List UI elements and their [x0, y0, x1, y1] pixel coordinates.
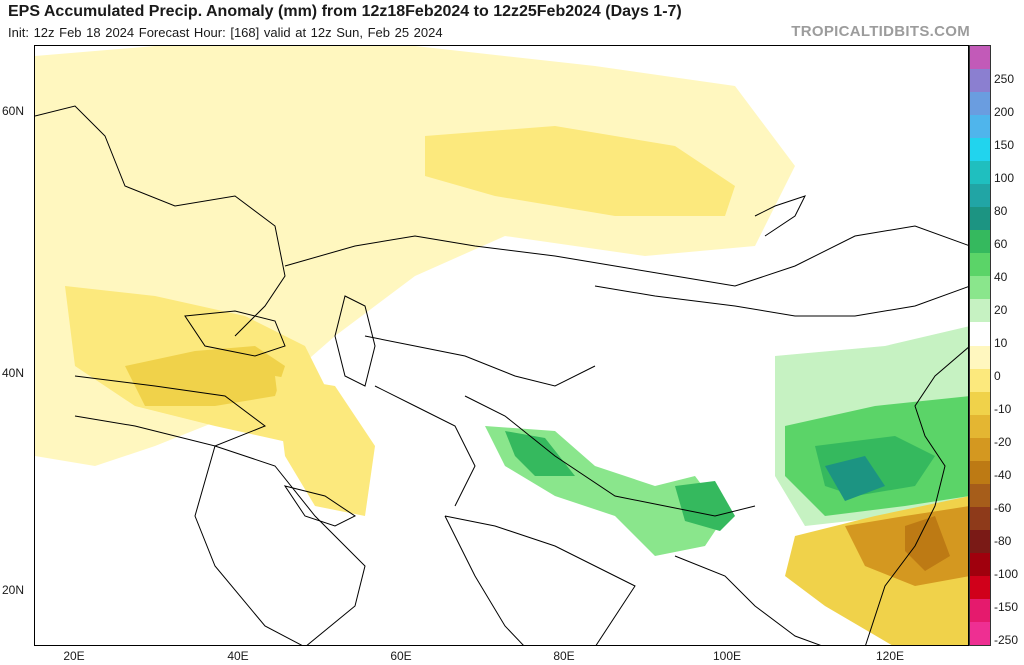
colorbar-segment — [970, 230, 990, 254]
colorbar-segment — [970, 529, 990, 554]
lat-label-60n: 60N — [2, 104, 25, 118]
colorbar-segment — [970, 184, 990, 208]
wet-anomaly-east-china-max — [825, 456, 885, 501]
colorbar-segment — [970, 598, 990, 623]
dry-anomaly-kazakh — [425, 126, 735, 216]
dry-anomaly-turkey — [125, 346, 285, 406]
colorbar-segment — [970, 276, 990, 300]
colorbar-segment — [970, 368, 990, 393]
lake-baikal — [754, 195, 806, 237]
map-title: EPS Accumulated Precip. Anomaly (mm) fro… — [8, 3, 682, 20]
colorbar-label: 10 — [994, 336, 1008, 350]
colorbar-segment — [970, 207, 990, 231]
colorbar-segment — [970, 621, 990, 646]
colorbar-label: -60 — [994, 501, 1012, 515]
colorbar-label: 80 — [994, 204, 1008, 218]
colorbar-segment — [970, 161, 990, 185]
coastline-india — [444, 515, 636, 645]
colorbar-segment — [970, 414, 990, 439]
colorbar-label: 250 — [994, 72, 1015, 86]
lon-label-20e: 20E — [63, 649, 85, 663]
colorbar-segment — [970, 46, 990, 70]
colorbar-segment — [970, 483, 990, 508]
map-subtitle: Init: 12z Feb 18 2024 Forecast Hour: [16… — [8, 25, 443, 40]
wet-anomaly-eastern-himalaya — [675, 481, 735, 531]
coastline-arabia — [194, 445, 366, 645]
brand-watermark: TROPICALTIDBITS.COM — [791, 23, 970, 40]
border-russia-kazakh — [284, 225, 968, 287]
colorbar-segment — [970, 575, 990, 600]
coastline-persian-gulf — [283, 485, 356, 527]
colorbar-label: -250 — [994, 633, 1019, 647]
colorbar-segment — [970, 299, 990, 323]
colorbar-label: 200 — [994, 105, 1015, 119]
lon-label-40e: 40E — [227, 649, 249, 663]
colorbar-segment — [970, 552, 990, 577]
lat-label-40n: 40N — [2, 366, 25, 380]
coastline-mediterranean — [74, 375, 267, 447]
colorbar-segment — [970, 253, 990, 277]
coastline-southeast-asia — [674, 555, 821, 645]
colorbar-label: 40 — [994, 270, 1008, 284]
colorbar — [969, 45, 991, 646]
border-himalaya — [464, 395, 756, 517]
border-iran-afghan — [374, 385, 476, 507]
lon-label-100e: 100E — [712, 649, 742, 663]
colorbar-label: 20 — [994, 303, 1008, 317]
colorbar-label: -20 — [994, 435, 1012, 449]
colorbar-label: 0 — [994, 369, 1001, 383]
coastline-east-asia — [865, 347, 968, 645]
lon-label-80e: 80E — [553, 649, 575, 663]
colorbar-segment — [970, 138, 990, 162]
dry-anomaly-iran — [275, 376, 375, 516]
border-china-mongolia — [594, 285, 968, 317]
colorbar-segment — [970, 322, 990, 346]
colorbar-label: 60 — [994, 237, 1008, 251]
colorbar-label: -100 — [994, 567, 1019, 581]
colorbar-segment — [970, 345, 990, 370]
coastline-europe — [35, 105, 286, 337]
lat-label-20n: 20N — [2, 583, 25, 597]
wet-anomaly-himalaya-core — [505, 431, 575, 476]
colorbar-segment — [970, 460, 990, 485]
precip-anomaly-map — [34, 45, 969, 646]
border-central-asia — [364, 335, 596, 387]
colorbar-segment — [970, 506, 990, 531]
colorbar-segment — [970, 115, 990, 139]
colorbar-label: 150 — [994, 138, 1015, 152]
lon-label-120e: 120E — [875, 649, 905, 663]
lon-label-60e: 60E — [390, 649, 412, 663]
colorbar-segment — [970, 391, 990, 416]
coastline-caspian — [334, 295, 376, 387]
colorbar-segment — [970, 92, 990, 116]
colorbar-label: -40 — [994, 468, 1012, 482]
colorbar-label: -150 — [994, 600, 1019, 614]
dry-anomaly-taiwan-strait — [905, 516, 950, 571]
coastline-black-sea — [184, 310, 286, 357]
colorbar-label: -80 — [994, 534, 1012, 548]
colorbar-label: -10 — [994, 402, 1012, 416]
colorbar-label: 100 — [994, 171, 1015, 185]
colorbar-segment — [970, 437, 990, 462]
colorbar-segment — [970, 69, 990, 93]
